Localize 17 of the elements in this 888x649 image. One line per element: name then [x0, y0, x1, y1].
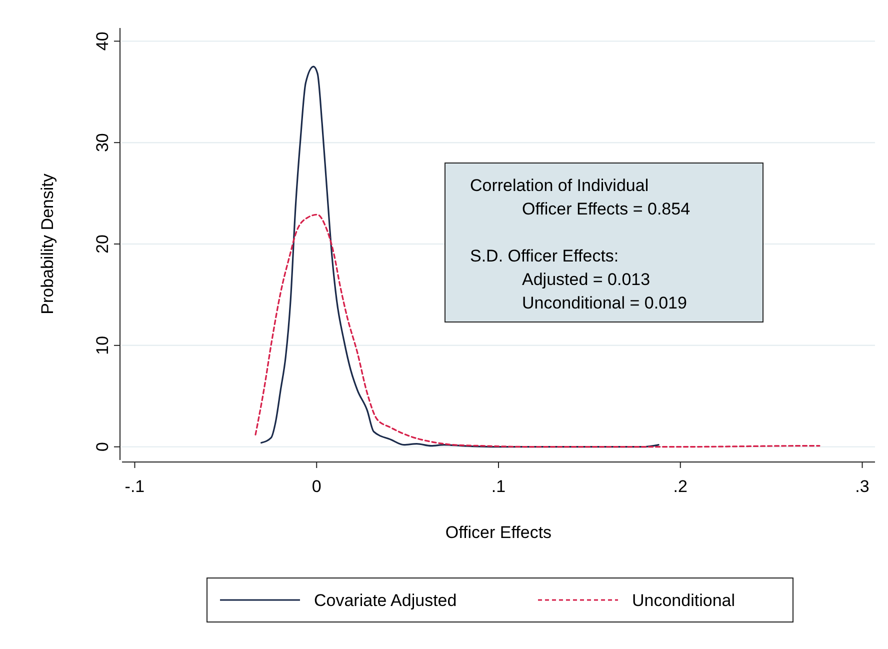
y-tick-label: 40 [93, 32, 112, 51]
y-tick-label: 20 [93, 234, 112, 254]
annotation: S.D. Officer Effects: Adjusted = 0.013 Unconditional = 0.019 [470, 246, 687, 312]
y-axis-title: Probability Density [38, 173, 57, 314]
line-series [254, 214, 820, 448]
y-tick-label: 0 [93, 442, 112, 452]
y-tick-label: 10 [93, 336, 112, 355]
x-tick-label: .1 [491, 477, 506, 496]
x-tick-label: 0 [312, 477, 322, 496]
x-tick-label: -.1 [124, 477, 145, 496]
legend-label: Unconditional [632, 591, 736, 610]
legend-label: Covariate Adjusted [314, 591, 457, 610]
annotation: Correlation of Individual Officer Effects = 0.854 [470, 176, 690, 218]
x-tick-label: .2 [673, 477, 688, 496]
x-axis-title: Officer Effects [445, 523, 552, 542]
x-tick-label: .3 [855, 477, 870, 496]
y-tick-label: 30 [93, 133, 112, 152]
